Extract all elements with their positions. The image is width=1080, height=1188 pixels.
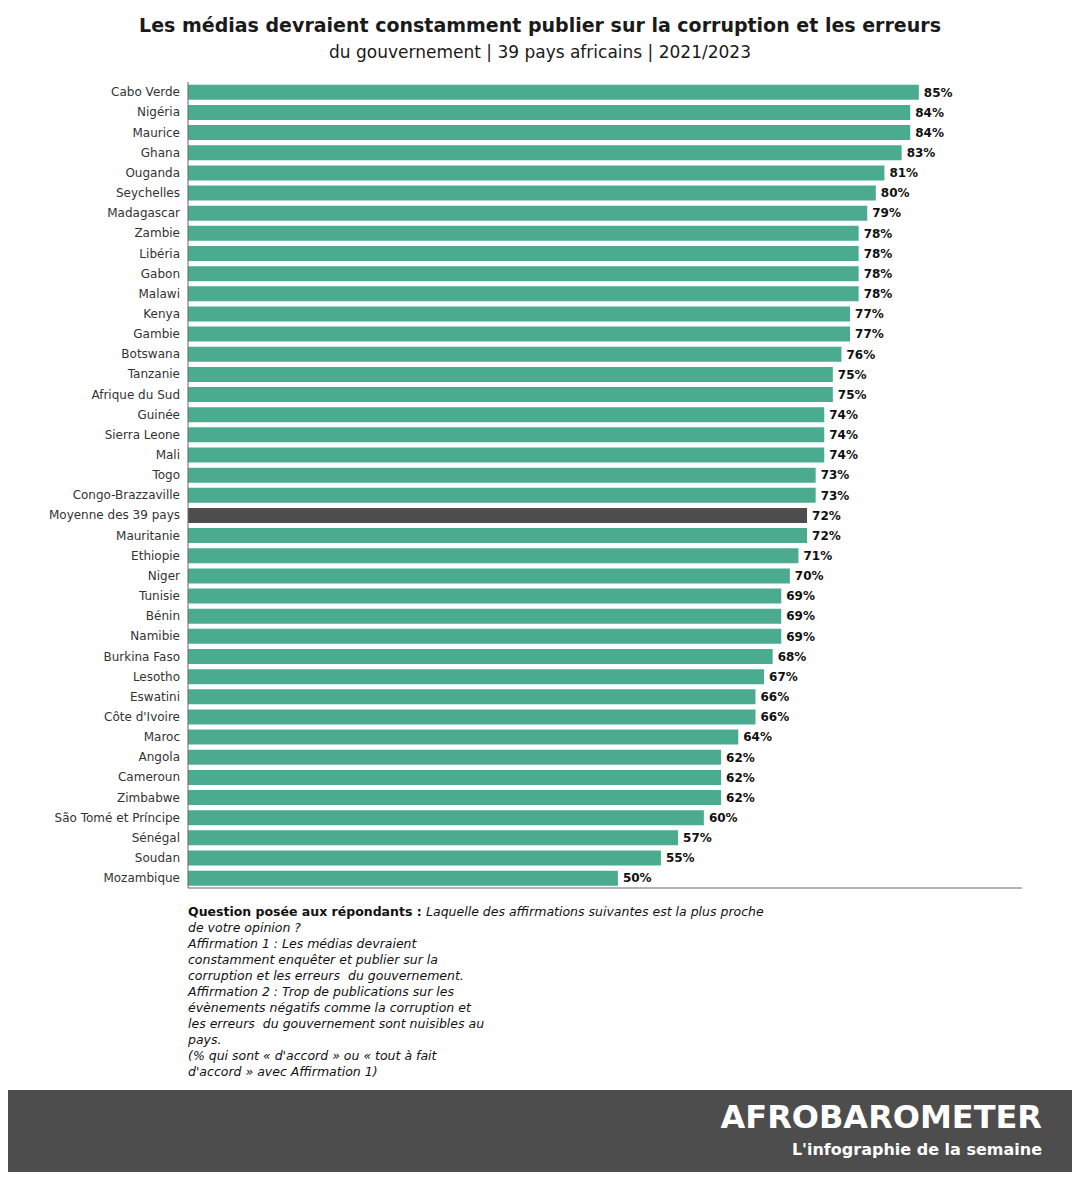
html-text:Les médias devraient constamme: Les médias devraient constamment publier… xyxy=(139,14,941,36)
svg-text:55%: 55% xyxy=(666,851,695,865)
svg-text:Lesotho: Lesotho xyxy=(133,670,180,684)
svg-text:Botswana: Botswana xyxy=(121,347,180,361)
svg-text:60%: 60% xyxy=(709,811,738,825)
svg-text:68%: 68% xyxy=(778,650,807,664)
svg-text:78%: 78% xyxy=(864,287,893,301)
svg-text:64%: 64% xyxy=(743,730,772,744)
svg-text:78%: 78% xyxy=(864,227,893,241)
svg-text:62%: 62% xyxy=(726,771,755,785)
svg-text:Sénégal: Sénégal xyxy=(132,831,180,845)
svg-text:Tanzanie: Tanzanie xyxy=(127,367,180,381)
html-text:les erreurs du gouvernement so: les erreurs du gouvernement sont nuisibl… xyxy=(188,1016,485,1031)
svg-text:Gabon: Gabon xyxy=(141,267,180,281)
svg-text:Madagascar: Madagascar xyxy=(107,206,180,220)
svg-text:Mali: Mali xyxy=(156,448,180,462)
svg-text:72%: 72% xyxy=(812,529,841,543)
svg-text:Maurice: Maurice xyxy=(132,126,180,140)
svg-text:75%: 75% xyxy=(838,368,867,382)
svg-text:73%: 73% xyxy=(821,468,850,482)
svg-text:84%: 84% xyxy=(915,106,944,120)
svg-text:71%: 71% xyxy=(803,549,832,563)
svg-text:69%: 69% xyxy=(786,630,815,644)
svg-text:69%: 69% xyxy=(786,589,815,603)
svg-text:Côte d'Ivoire: Côte d'Ivoire xyxy=(104,710,180,724)
svg-text:Nigéria: Nigéria xyxy=(137,105,180,119)
svg-text:66%: 66% xyxy=(760,710,789,724)
svg-text:62%: 62% xyxy=(726,791,755,805)
html-text:évènements négatifs comme la c: évènements négatifs comme la corruption … xyxy=(188,1000,471,1015)
svg-text:Namibie: Namibie xyxy=(130,629,180,643)
svg-text:69%: 69% xyxy=(786,609,815,623)
svg-text:83%: 83% xyxy=(907,146,936,160)
svg-text:80%: 80% xyxy=(881,186,910,200)
html-text:(% qui sont « d'accord » ou «: (% qui sont « d'accord » ou « tout à fai… xyxy=(188,1048,437,1063)
svg-text:Cabo Verde: Cabo Verde xyxy=(111,85,180,99)
html-text:Affirmation 1 : Les médias dev: Affirmation 1 : Les médias devraient xyxy=(188,936,417,951)
svg-text:Niger: Niger xyxy=(148,569,180,583)
svg-text:Seychelles: Seychelles xyxy=(116,186,180,200)
svg-text:66%: 66% xyxy=(760,690,789,704)
svg-text:Congo-Brazzaville: Congo-Brazzaville xyxy=(73,488,180,502)
svg-text:81%: 81% xyxy=(889,166,918,180)
svg-text:78%: 78% xyxy=(864,247,893,261)
svg-text:57%: 57% xyxy=(683,831,712,845)
svg-text:Ouganda: Ouganda xyxy=(125,166,180,180)
html-text:Affirmation 2 : Trop de public: Affirmation 2 : Trop de publications sur… xyxy=(188,984,454,999)
svg-text:85%: 85% xyxy=(924,86,953,100)
svg-text:Cameroun: Cameroun xyxy=(118,770,180,784)
svg-text:67%: 67% xyxy=(769,670,798,684)
svg-text:Bénin: Bénin xyxy=(146,609,180,623)
svg-text:73%: 73% xyxy=(821,489,850,503)
svg-text:Afrique du Sud: Afrique du Sud xyxy=(91,388,180,402)
svg-text:70%: 70% xyxy=(795,569,824,583)
svg-text:77%: 77% xyxy=(855,327,884,341)
svg-text:77%: 77% xyxy=(855,307,884,321)
html-text:L'infographie de la semaine: L'infographie de la semaine xyxy=(791,1140,1042,1159)
svg-text:Kenya: Kenya xyxy=(143,307,180,321)
svg-text:Zambie: Zambie xyxy=(134,226,180,240)
svg-text:Maroc: Maroc xyxy=(144,730,180,744)
html-text:d'accord » avec Affirmation 1): d'accord » avec Affirmation 1) xyxy=(188,1064,378,1079)
svg-text:Soudan: Soudan xyxy=(135,851,180,865)
svg-text:Ethiopie: Ethiopie xyxy=(131,549,180,563)
svg-text:62%: 62% xyxy=(726,751,755,765)
html-text:du gouvernement | 39 pays afri: du gouvernement | 39 pays africains | 20… xyxy=(329,42,751,62)
svg-text:Burkina Faso: Burkina Faso xyxy=(103,650,180,664)
svg-text:79%: 79% xyxy=(872,206,901,220)
svg-text:Togo: Togo xyxy=(151,468,180,482)
svg-text:74%: 74% xyxy=(829,428,858,442)
svg-text:74%: 74% xyxy=(829,408,858,422)
svg-text:84%: 84% xyxy=(915,126,944,140)
svg-text:Libéria: Libéria xyxy=(139,247,180,261)
svg-text:Angola: Angola xyxy=(139,750,180,764)
svg-text:Gambie: Gambie xyxy=(133,327,180,341)
svg-text:72%: 72% xyxy=(812,509,841,523)
html-text:AFROBAROMETER: AFROBAROMETER xyxy=(720,1098,1042,1136)
html-text:constamment enquêter et publie: constamment enquêter et publier sur la xyxy=(188,952,438,967)
html-text:de votre opinion ?: de votre opinion ? xyxy=(188,920,301,935)
html-text:Question posée aux répondants: Question posée aux répondants : Laquelle… xyxy=(188,904,764,919)
svg-text:75%: 75% xyxy=(838,388,867,402)
svg-text:Malawi: Malawi xyxy=(138,287,180,301)
svg-text:Moyenne des 39 pays: Moyenne des 39 pays xyxy=(49,508,180,522)
svg-text:Eswatini: Eswatini xyxy=(130,690,180,704)
svg-text:Tunisie: Tunisie xyxy=(138,589,180,603)
html-text:corruption et les erreurs du g: corruption et les erreurs du gouvernemen… xyxy=(188,968,464,983)
svg-text:76%: 76% xyxy=(846,348,875,362)
svg-text:Guinée: Guinée xyxy=(137,408,180,422)
svg-text:Mauritanie: Mauritanie xyxy=(116,529,180,543)
svg-text:78%: 78% xyxy=(864,267,893,281)
svg-text:74%: 74% xyxy=(829,448,858,462)
svg-text:Mozambique: Mozambique xyxy=(103,871,180,885)
svg-text:Ghana: Ghana xyxy=(141,146,180,160)
html-text:pays.: pays. xyxy=(188,1032,222,1047)
svg-text:São Tomé et Príncipe: São Tomé et Príncipe xyxy=(55,811,180,825)
svg-text:50%: 50% xyxy=(623,871,652,885)
svg-text:Zimbabwe: Zimbabwe xyxy=(117,791,180,805)
svg-text:Sierra Leone: Sierra Leone xyxy=(105,428,180,442)
